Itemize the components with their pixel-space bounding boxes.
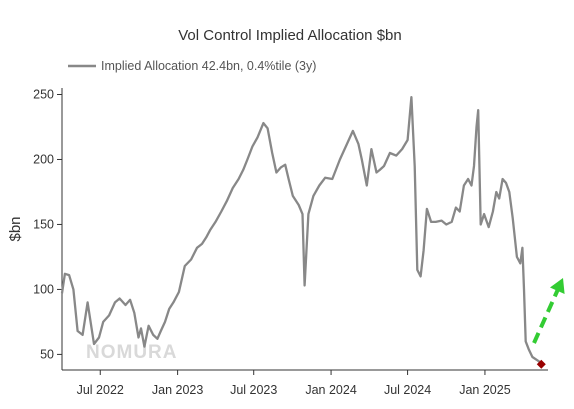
annotations bbox=[532, 278, 565, 369]
green-dashed-arrow bbox=[532, 286, 561, 344]
series-line bbox=[60, 95, 543, 365]
x-tick-label: Jan 2024 bbox=[305, 383, 356, 397]
axes bbox=[61, 88, 548, 371]
y-tick-label: 150 bbox=[33, 217, 54, 231]
y-tick-label: 50 bbox=[40, 347, 54, 361]
legend[interactable]: Implied Allocation 42.4bn, 0.4%tile (3y) bbox=[68, 59, 316, 73]
x-tick-label: Jul 2022 bbox=[77, 383, 124, 397]
x-ticks: Jul 2022 Jan 2023 Jul 2023 Jan 2024 Jul 2024… bbox=[77, 370, 511, 397]
x-tick-label: Jul 2024 bbox=[384, 383, 431, 397]
y-axis-label: $bn bbox=[7, 216, 24, 241]
x-tick-label: Jan 2023 bbox=[152, 383, 203, 397]
nomura-watermark: NOMURA bbox=[86, 342, 178, 363]
y-tick-label: 100 bbox=[33, 282, 54, 296]
y-tick-label: 200 bbox=[33, 152, 54, 166]
x-tick-label: Jan 2025 bbox=[459, 383, 510, 397]
arrowhead-icon bbox=[549, 278, 565, 295]
y-tick-label: 250 bbox=[33, 87, 54, 101]
legend-label: Implied Allocation 42.4bn, 0.4%tile (3y) bbox=[101, 59, 316, 73]
latest-value-marker bbox=[536, 359, 546, 369]
y-ticks: 50 100 150 200 250 bbox=[33, 87, 62, 361]
chart-title: Vol Control Implied Allocation $bn bbox=[178, 27, 401, 44]
x-tick-label: Jul 2023 bbox=[230, 383, 277, 397]
